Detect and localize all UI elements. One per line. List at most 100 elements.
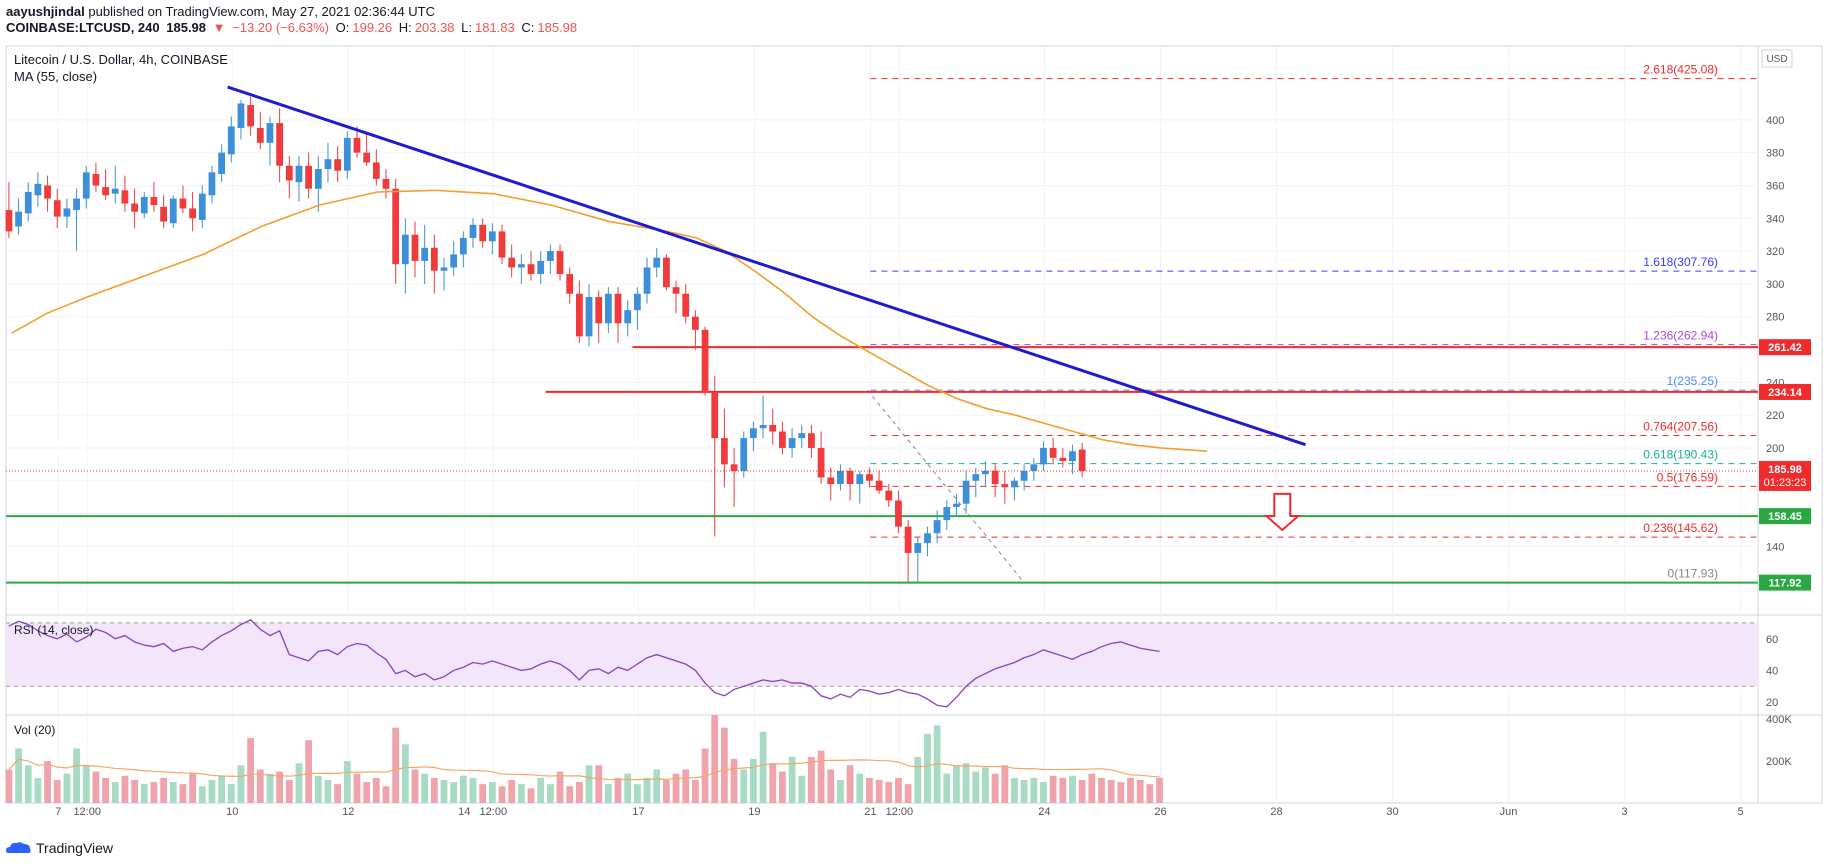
volume-bar	[1107, 779, 1115, 803]
candle-body	[227, 126, 235, 155]
candle-body	[633, 293, 641, 311]
volume-bar	[721, 727, 728, 803]
candle-body	[363, 152, 371, 163]
volume-bar	[208, 779, 216, 803]
time-tick-label: 7	[55, 806, 61, 818]
bearish-trendline	[227, 85, 1306, 447]
volume-bar	[169, 782, 177, 803]
candle-body	[111, 188, 119, 194]
candle-body	[730, 464, 738, 471]
volume-bar	[788, 756, 796, 803]
candle-body	[991, 470, 999, 485]
volume-bar	[692, 779, 699, 803]
brand-name: TradingView	[36, 840, 114, 856]
candle-body	[169, 198, 177, 224]
level-price-label: 117.92	[1768, 578, 1801, 590]
candle-body	[895, 500, 902, 527]
fibonacci-level-label: 0.764(207.56)	[1643, 420, 1718, 434]
volume-bar	[517, 784, 525, 803]
candle-body	[179, 198, 187, 209]
candle-body	[411, 234, 419, 261]
volume-bar	[227, 784, 235, 803]
high-label: H:	[398, 20, 412, 35]
volume-label: Vol (20)	[14, 723, 55, 737]
price-tick-label: 220	[1766, 410, 1784, 422]
close-label: C:	[521, 20, 535, 35]
candle-body	[643, 267, 651, 294]
tradingview-logo[interactable]: TradingView	[6, 840, 113, 856]
candle-body	[430, 247, 438, 271]
volume-bar	[92, 771, 100, 803]
volume-bar	[63, 773, 71, 803]
candle-body	[604, 293, 612, 324]
volume-bar	[392, 727, 400, 803]
time-tick-label: 24	[1038, 806, 1050, 818]
candle-body	[817, 447, 825, 478]
candle-body	[53, 200, 61, 217]
volume-bar	[314, 775, 322, 803]
candle-body	[614, 293, 622, 324]
candle-body	[34, 183, 42, 196]
down-triangle-icon: ▼	[212, 20, 226, 35]
volume-bar	[218, 775, 225, 803]
volume-bar	[1117, 782, 1125, 803]
level-price-tag	[1759, 574, 1811, 591]
candle-body	[953, 503, 960, 508]
volume-bar	[256, 769, 264, 803]
candle-body	[1049, 447, 1057, 458]
rsi-tick-label: 40	[1766, 665, 1778, 677]
last-price: 185.98	[166, 20, 207, 35]
time-tick-label: 14	[458, 806, 470, 818]
candle-body	[866, 474, 873, 481]
candle-body	[256, 128, 264, 143]
volume-bar	[73, 748, 80, 803]
candle-body	[962, 480, 970, 504]
candle-body	[140, 196, 148, 214]
candle-body	[198, 193, 206, 220]
volume-bar	[160, 777, 167, 803]
low-label: L:	[461, 20, 472, 35]
volume-bar	[102, 777, 109, 803]
volume-bar	[750, 759, 757, 803]
time-tick-label: 12	[342, 806, 354, 818]
volume-bar	[827, 769, 835, 803]
time-tick-label: 30	[1386, 806, 1398, 818]
candle-body	[63, 208, 71, 217]
volume-bar	[991, 773, 999, 803]
candle-countdown: 01:23:23	[1764, 477, 1807, 489]
candle-body	[595, 297, 603, 324]
candle-body	[1011, 480, 1018, 488]
candle-body	[314, 169, 322, 189]
volume-bar	[266, 773, 274, 803]
volume-bar	[846, 765, 854, 803]
volume-bar	[1049, 775, 1057, 803]
volume-bar	[1040, 782, 1047, 803]
candle-body	[73, 198, 80, 211]
volume-bar	[546, 784, 554, 803]
publisher-name[interactable]: aayushjindal	[6, 4, 85, 19]
time-tick-label: 12:00	[886, 806, 914, 818]
volume-bar	[121, 775, 129, 803]
fibonacci-trend-line	[867, 389, 1025, 583]
volume-bar	[653, 769, 661, 803]
volume-bar	[1020, 779, 1028, 803]
volume-bar	[1098, 777, 1105, 803]
rsi-label: RSI (14, close)	[14, 623, 93, 637]
candle-body	[527, 264, 535, 275]
volume-bar	[372, 777, 380, 803]
tradingview-cloud-icon	[6, 842, 31, 853]
volume-bar	[488, 782, 496, 803]
candle-body	[875, 480, 883, 491]
candle-body	[392, 188, 400, 265]
volume-bar	[382, 786, 390, 803]
volume-bar	[1030, 777, 1038, 803]
candle-body	[121, 190, 129, 204]
candle-body	[692, 316, 699, 330]
volume-bar	[972, 771, 980, 803]
volume-bar	[527, 788, 535, 803]
time-tick-label: 5	[1738, 806, 1744, 818]
level-price-label: 261.42	[1768, 342, 1802, 354]
time-tick-label: 17	[632, 806, 644, 818]
volume-bar	[498, 786, 506, 803]
